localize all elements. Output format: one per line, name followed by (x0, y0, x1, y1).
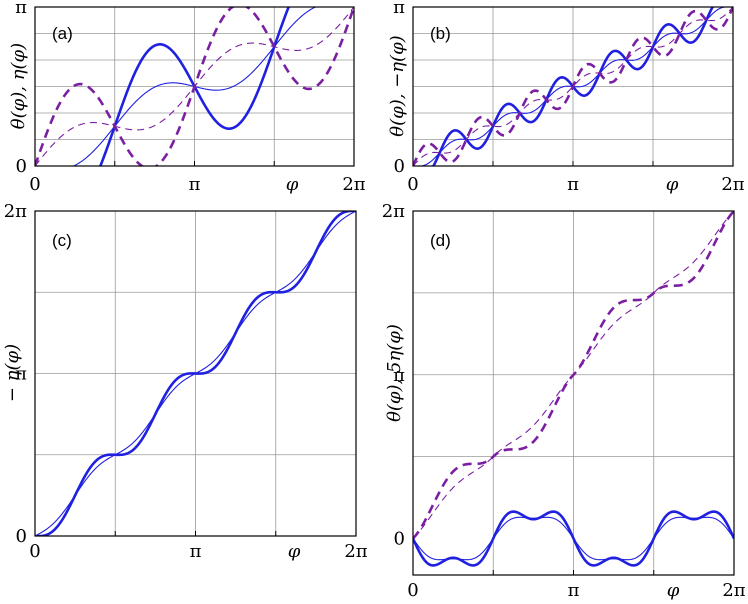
y-axis-label: − η(φ) (2, 344, 23, 402)
panel-label: (d) (430, 231, 451, 250)
y-axis-label: θ(φ), η(φ) (8, 43, 29, 129)
series-line-4 (413, 516, 734, 561)
x-axis-label: φ (666, 174, 679, 195)
y-tick-label: π (15, 0, 27, 18)
panel-label: (c) (52, 231, 72, 250)
x-axis-label: φ (667, 580, 680, 601)
y-tick-label: π (15, 364, 27, 385)
panel-3: 0 π 2π 0 π 2π (c) φ − η(φ) (2, 201, 368, 562)
y-tick-label: 2π (4, 201, 27, 222)
x-tick-label: 0 (29, 174, 40, 195)
panel-label: (b) (430, 24, 451, 43)
y-tick-label: 0 (16, 526, 27, 547)
y-tick-label: 0 (16, 156, 27, 177)
panel-4: 0 π 2π 0 π 2π (d) φ θ(φ), 5η(φ) (382, 201, 746, 601)
x-tick-label: π (567, 174, 579, 195)
x-tick-label: 2π (722, 580, 745, 601)
series-line-4 (413, 7, 733, 166)
x-tick-label: 0 (407, 580, 418, 601)
series-line-2 (35, 211, 356, 536)
y-axis-label: θ(φ), −η(φ) (387, 35, 408, 136)
x-tick-label: 2π (342, 174, 365, 195)
panel-label: (a) (52, 24, 73, 43)
panel-2: 0 π 2π 0 π (b) φ θ(φ), −η(φ) (387, 0, 745, 195)
series-line-3 (413, 7, 733, 166)
x-tick-label: 0 (29, 541, 40, 562)
x-tick-label: 2π (721, 174, 744, 195)
y-tick-label: π (393, 365, 405, 386)
x-tick-label: π (190, 541, 202, 562)
x-tick-label: π (189, 174, 201, 195)
x-tick-label: π (568, 580, 580, 601)
y-axis-label: θ(φ), 5η(φ) (384, 324, 405, 422)
series-line-2 (413, 211, 734, 539)
panel-1: 0 π 2π 0 π (a) φ θ(φ), η(φ) (8, 0, 366, 195)
x-axis-label: φ (286, 174, 299, 195)
x-tick-label: 0 (407, 174, 418, 195)
y-tick-label: π (393, 0, 405, 18)
series-line-4 (35, 7, 354, 166)
y-tick-label: 2π (382, 201, 405, 222)
x-axis-label: φ (288, 541, 301, 562)
x-tick-label: 2π (344, 541, 367, 562)
y-tick-label: 0 (394, 529, 405, 550)
y-tick-label: 0 (394, 156, 405, 177)
